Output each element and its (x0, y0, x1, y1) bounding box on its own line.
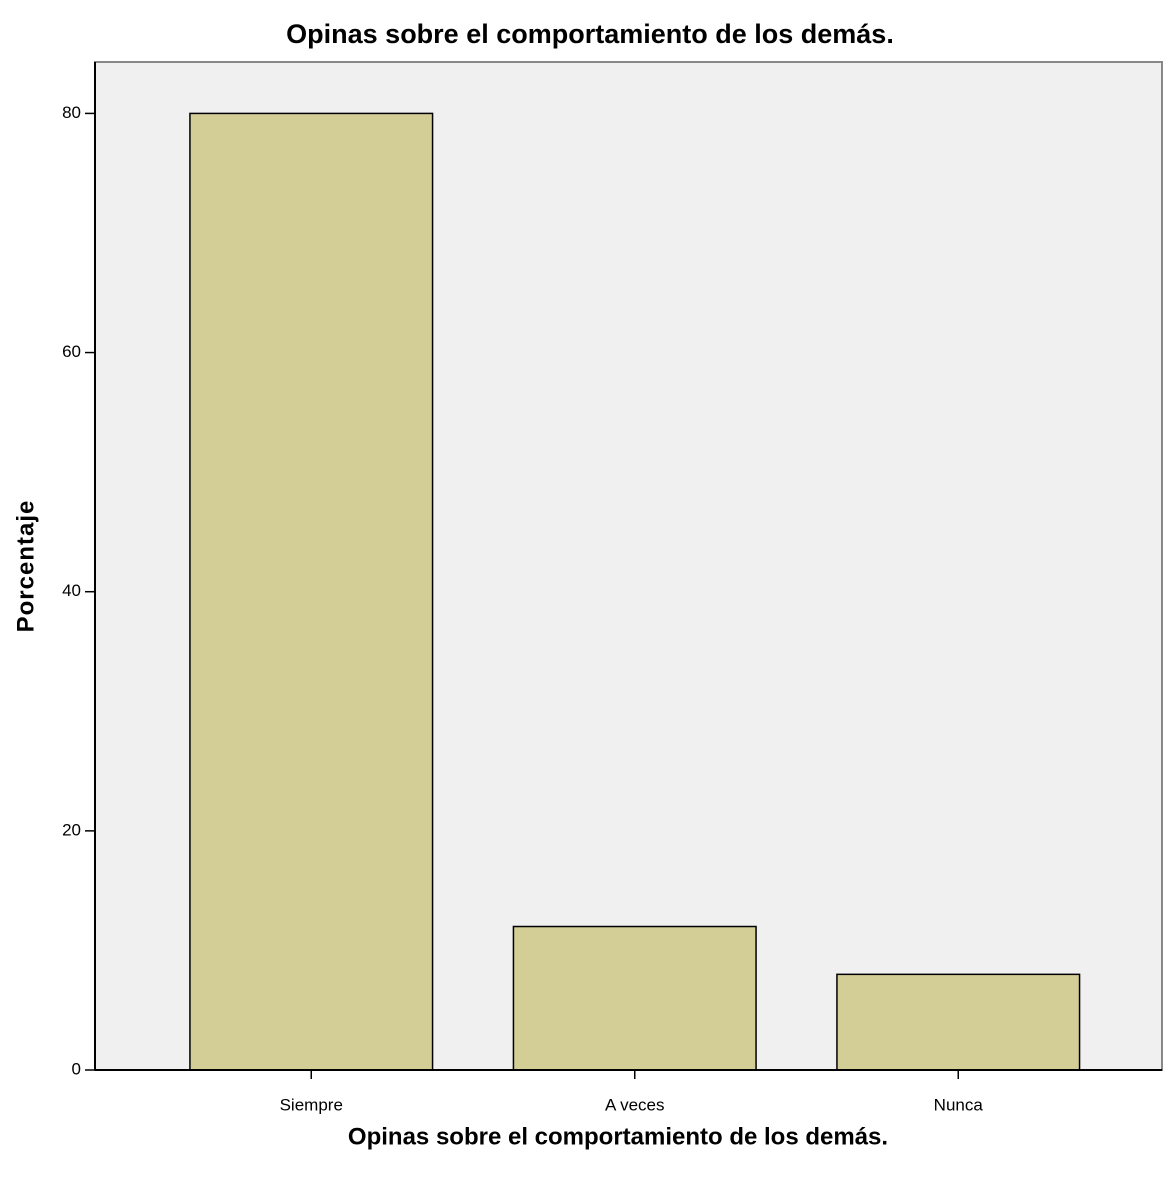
bar (189, 112, 434, 1071)
x-axis-title: Opinas sobre el comportamiento de los de… (348, 1123, 888, 1150)
y-tick-label: 80 (62, 103, 81, 122)
bar (512, 925, 757, 1071)
x-tick-label: Nunca (934, 1095, 984, 1114)
x-tick-label: Siempre (280, 1095, 343, 1114)
bar (836, 973, 1081, 1071)
y-axis-title: Porcentaje (12, 500, 39, 633)
y-tick-label: 0 (72, 1059, 81, 1078)
y-tick-label: 20 (62, 820, 81, 839)
y-tick-label: 60 (62, 342, 81, 361)
x-tick-label: A veces (605, 1095, 665, 1114)
y-tick-label: 40 (62, 581, 81, 600)
chart-title: Opinas sobre el comportamiento de los de… (286, 19, 894, 49)
